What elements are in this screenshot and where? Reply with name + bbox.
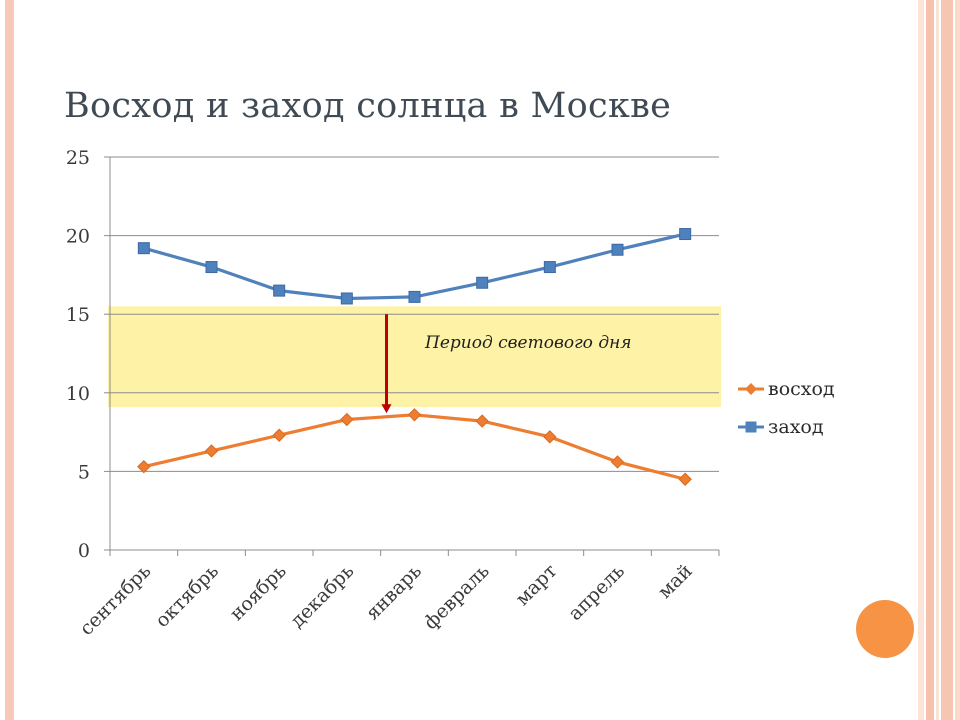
daylight-band-rect xyxy=(108,306,721,407)
y-tick-label: 25 xyxy=(66,147,90,169)
y-tick-label: 10 xyxy=(66,383,90,405)
data-point xyxy=(475,414,489,428)
daylight-arrow xyxy=(381,314,392,414)
data-point xyxy=(679,228,692,241)
series-line xyxy=(143,232,686,301)
right-frame-stripes xyxy=(918,0,960,720)
data-point xyxy=(272,428,286,442)
daylight-band xyxy=(108,306,721,407)
legend-marker xyxy=(745,421,757,433)
data-point xyxy=(678,472,692,486)
x-tick-label: май xyxy=(654,560,697,603)
data-point xyxy=(476,276,489,289)
series-2 xyxy=(137,228,692,305)
data-point xyxy=(543,261,556,274)
series-1 xyxy=(137,408,692,486)
x-tick-label: октябрь xyxy=(151,560,223,632)
slide-title: Восход и заход солнца в Москве xyxy=(64,86,672,126)
y-tick-label: 20 xyxy=(66,226,90,248)
arrow-head xyxy=(381,404,392,414)
data-point xyxy=(204,444,219,458)
legend: восход заход xyxy=(738,378,835,438)
legend-item-2: заход xyxy=(738,416,824,438)
legend-marker xyxy=(745,383,757,395)
y-tick-label: 5 xyxy=(78,461,90,483)
x-tick-label: февраль xyxy=(420,560,494,634)
x-tick-label: январь xyxy=(362,560,426,624)
data-point xyxy=(205,261,218,274)
data-point xyxy=(610,455,625,469)
data-point xyxy=(137,459,151,474)
data-point xyxy=(408,290,421,303)
x-tick-label: декабрь xyxy=(286,560,358,632)
left-frame-stripe xyxy=(5,0,14,720)
data-point xyxy=(543,430,557,444)
axes xyxy=(104,156,720,556)
data-point xyxy=(340,292,353,305)
y-tick-label: 15 xyxy=(66,304,90,326)
data-point xyxy=(340,412,354,427)
decorative-circle xyxy=(856,600,914,658)
data-point xyxy=(611,243,624,256)
y-tick-labels: 0 5 10 15 20 25 xyxy=(66,147,90,562)
y-tick-label: 0 xyxy=(78,540,90,562)
legend-label: восход xyxy=(768,378,835,400)
x-tick-label: апрель xyxy=(564,560,629,625)
x-tick-label: ноябрь xyxy=(226,560,291,625)
x-tick-label: март xyxy=(511,560,561,610)
daylight-period-label: Период светового дня xyxy=(424,333,632,353)
legend-label: заход xyxy=(768,416,824,438)
series-lines xyxy=(137,228,692,486)
data-point xyxy=(137,242,150,255)
grid-lines xyxy=(110,156,719,472)
data-point xyxy=(273,284,286,297)
series-line xyxy=(143,413,686,481)
data-point xyxy=(407,408,422,422)
legend-item-1: восход xyxy=(738,378,835,400)
x-tick-label: сентябрь xyxy=(75,560,155,640)
